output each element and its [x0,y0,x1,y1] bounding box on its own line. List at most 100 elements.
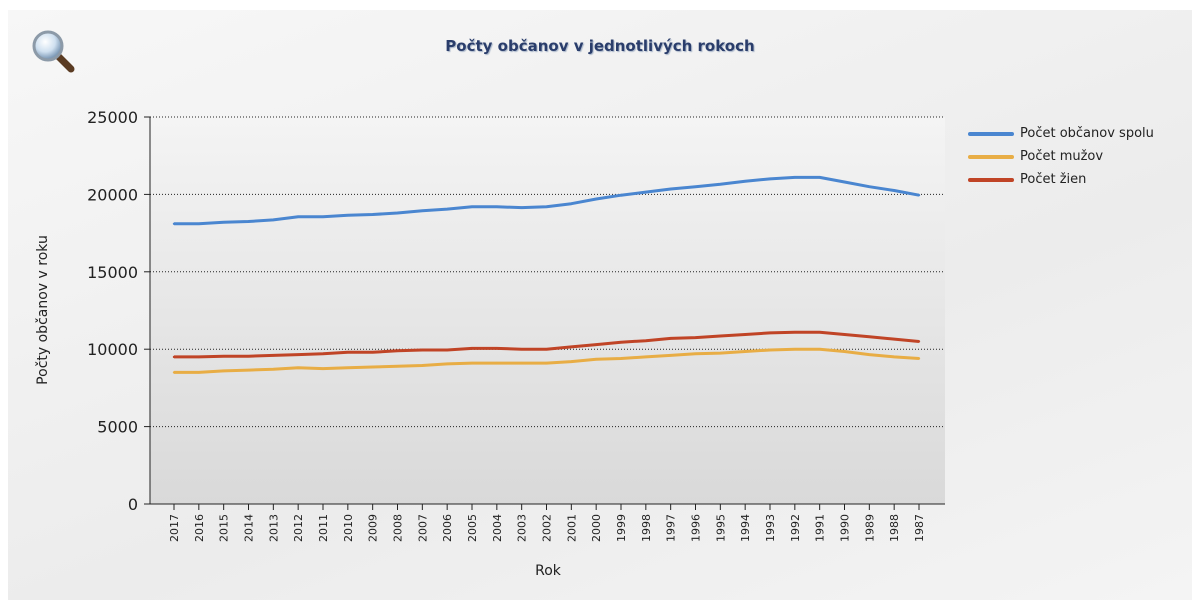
data-point[interactable] [594,358,598,361]
data-point[interactable] [197,355,201,359]
data-point[interactable] [818,330,821,334]
data-point[interactable] [222,369,225,373]
data-point[interactable] [892,189,896,192]
data-point[interactable] [321,215,325,219]
legend-item-women[interactable]: Počet žien [968,168,1154,191]
data-point[interactable] [321,352,325,356]
data-point[interactable] [743,180,747,183]
data-point[interactable] [843,333,846,336]
data-point[interactable] [296,353,300,356]
data-point[interactable] [421,209,424,212]
data-point[interactable] [768,348,772,352]
data-point[interactable] [694,352,697,356]
data-point[interactable] [719,334,722,338]
data-point[interactable] [396,349,399,352]
data-point[interactable] [570,345,573,349]
data-point[interactable] [669,187,672,191]
data-point[interactable] [247,368,250,372]
data-point[interactable] [768,177,772,181]
data-point[interactable] [421,364,424,367]
data-point[interactable] [396,365,399,368]
data-point[interactable] [868,353,871,356]
data-point[interactable] [818,348,821,351]
data-point[interactable] [371,365,374,369]
data-point[interactable] [445,362,449,366]
data-point[interactable] [470,361,474,365]
data-point[interactable] [719,351,722,355]
data-point[interactable] [172,371,176,374]
data-point[interactable] [222,354,225,358]
data-point[interactable] [669,337,672,340]
data-point[interactable] [321,367,325,370]
data-point[interactable] [346,366,350,369]
data-point[interactable] [520,361,523,365]
data-point[interactable] [296,366,300,369]
data-point[interactable] [545,205,548,208]
data-point[interactable] [793,176,797,179]
data-point[interactable] [892,355,896,359]
data-point[interactable] [371,213,374,216]
data-point[interactable] [272,218,275,222]
data-point[interactable] [545,348,548,351]
data-point[interactable] [421,348,424,352]
data-point[interactable] [520,206,523,209]
data-point[interactable] [619,341,623,344]
data-point[interactable] [868,185,871,188]
data-point[interactable] [719,183,722,186]
data-point[interactable] [843,350,846,353]
data-point[interactable] [669,354,672,357]
data-point[interactable] [495,361,499,365]
data-point[interactable] [694,336,697,339]
data-point[interactable] [843,180,846,184]
data-point[interactable] [445,207,449,211]
data-point[interactable] [346,214,350,217]
data-point[interactable] [793,330,797,334]
data-point[interactable] [818,176,821,179]
data-point[interactable] [594,343,598,346]
data-point[interactable] [396,211,399,215]
data-point[interactable] [247,220,250,223]
data-point[interactable] [868,335,871,339]
x-tick-label: 2016 [193,514,206,542]
data-point[interactable] [247,354,250,358]
magnifier-icon[interactable] [30,28,76,74]
legend-item-total[interactable]: Počet občanov spolu [968,122,1154,145]
data-point[interactable] [644,355,648,359]
data-point[interactable] [495,205,499,208]
data-point[interactable] [793,348,797,351]
data-point[interactable] [570,202,573,205]
data-point[interactable] [222,221,225,224]
data-point[interactable] [371,351,374,354]
data-point[interactable] [272,368,275,371]
legend-item-men[interactable]: Počet mužov [968,145,1154,168]
data-point[interactable] [197,222,201,226]
data-point[interactable] [644,190,648,194]
data-point[interactable] [917,357,921,360]
data-point[interactable] [644,339,648,342]
data-point[interactable] [445,348,449,352]
data-point[interactable] [346,351,350,354]
data-point[interactable] [619,357,623,360]
data-point[interactable] [743,333,747,336]
data-point[interactable] [545,361,548,365]
data-point[interactable] [470,347,474,350]
data-point[interactable] [172,355,176,359]
x-tick-label: 2003 [516,514,529,542]
data-point[interactable] [892,337,896,341]
data-point[interactable] [197,371,201,374]
data-point[interactable] [172,222,176,226]
data-point[interactable] [495,347,499,350]
data-point[interactable] [296,215,300,219]
data-point[interactable] [743,350,747,353]
data-point[interactable] [917,193,921,197]
data-point[interactable] [694,185,697,188]
data-point[interactable] [470,205,474,208]
data-point[interactable] [917,340,921,343]
data-point[interactable] [272,354,275,357]
data-point[interactable] [570,360,573,363]
data-point[interactable] [619,193,623,197]
data-point[interactable] [594,197,598,201]
data-point[interactable] [520,348,523,351]
data-point[interactable] [768,331,772,335]
